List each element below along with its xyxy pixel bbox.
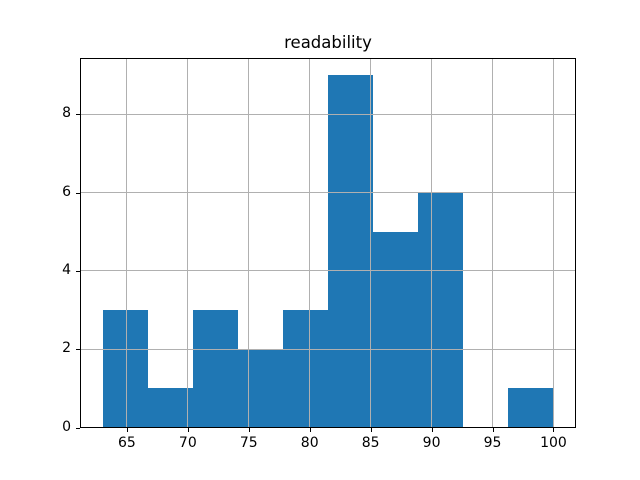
x-tick [492, 427, 494, 432]
y-gridline [80, 192, 576, 194]
x-gridline [248, 57, 250, 428]
histogram-bar [508, 388, 554, 428]
plot-area [80, 57, 576, 428]
x-tick-label: 65 [117, 434, 136, 451]
x-tick-label: 85 [361, 434, 380, 451]
y-gridline [80, 348, 576, 350]
y-tick [76, 427, 80, 429]
y-tick-label: 4 [62, 261, 71, 278]
x-gridline [187, 57, 189, 428]
x-gridline [309, 57, 311, 428]
y-tick-label: 0 [62, 418, 71, 435]
y-tick [76, 114, 80, 116]
y-gridline [80, 427, 576, 428]
y-tick-label: 2 [62, 340, 71, 357]
x-tick-label: 75 [239, 434, 258, 451]
x-tick-label: 100 [540, 434, 567, 451]
x-gridline [370, 57, 372, 428]
x-tick [370, 427, 372, 432]
chart-title: readability [284, 33, 372, 52]
x-gridline [431, 57, 433, 428]
x-gridline [552, 57, 554, 428]
x-tick [187, 427, 189, 432]
histogram-bar [373, 231, 419, 428]
y-tick-label: 8 [62, 105, 71, 122]
x-gridline [126, 57, 128, 428]
histogram-bar [237, 349, 283, 428]
x-tick [553, 427, 555, 432]
histogram-bar [192, 310, 238, 428]
x-tick-label: 90 [422, 434, 441, 451]
x-tick [126, 427, 128, 432]
x-tick [431, 427, 433, 432]
x-tick-label: 95 [483, 434, 502, 451]
x-tick [309, 427, 311, 432]
y-tick-label: 6 [62, 183, 71, 200]
histogram-bar [282, 310, 328, 428]
x-gridline [492, 57, 494, 428]
x-tick [248, 427, 250, 432]
y-tick [76, 349, 80, 351]
histogram-bar [328, 75, 374, 428]
y-tick [76, 192, 80, 194]
histogram-bar [102, 310, 148, 428]
y-gridline [80, 270, 576, 272]
x-tick-label: 70 [178, 434, 197, 451]
y-tick [76, 270, 80, 272]
x-tick-label: 80 [300, 434, 319, 451]
histogram-bar [418, 192, 464, 428]
y-gridline [80, 113, 576, 115]
histogram-bar [147, 388, 193, 428]
